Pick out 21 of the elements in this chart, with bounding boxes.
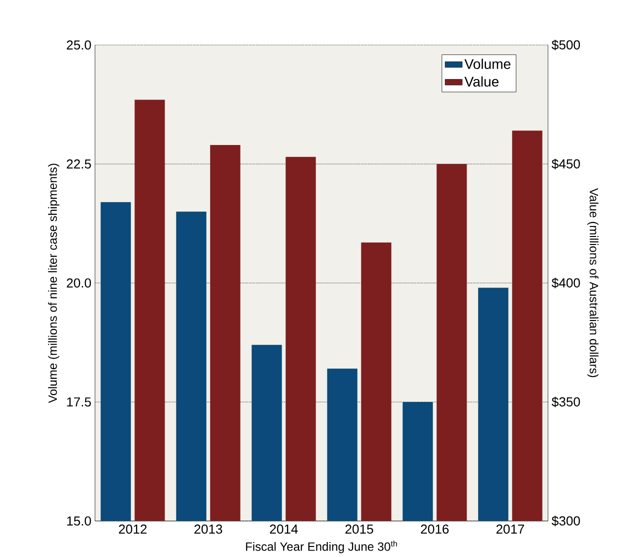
y-tick-label: 17.5 [67, 398, 91, 407]
y2-tick-label: $300 [552, 516, 580, 526]
x-tick-label: 2015 [345, 524, 374, 534]
y2-tick-label: $500 [552, 40, 580, 50]
y-tick-label: 22.5 [66, 160, 91, 169]
legend-label: Volume [464, 58, 510, 70]
x-tick-label: 2017 [496, 524, 524, 534]
x-axis-title: Fiscal Year Ending June 30$^{th}$ [246, 540, 397, 554]
x-tick-label: 2013 [194, 524, 222, 534]
x-tick-label: 2016 [420, 524, 449, 534]
y-tick-label: 25.0 [66, 40, 91, 50]
x-tick-label: 2012 [118, 524, 147, 534]
y-tick-label: 20.0 [66, 278, 91, 288]
y2-axis-title: Value (millions of Australian dollars) [587, 188, 598, 378]
y-tick-label: 15.0 [67, 516, 91, 526]
x-tick-label: 2014 [270, 524, 298, 534]
y2-tick-label: $350 [552, 396, 580, 408]
y-axis-title: Volume (millions of nine liter case shipments) [48, 164, 60, 404]
legend-label: Value [464, 76, 499, 87]
y2-tick-label: $400 [552, 278, 580, 288]
y2-tick-label: $450 [552, 158, 580, 170]
